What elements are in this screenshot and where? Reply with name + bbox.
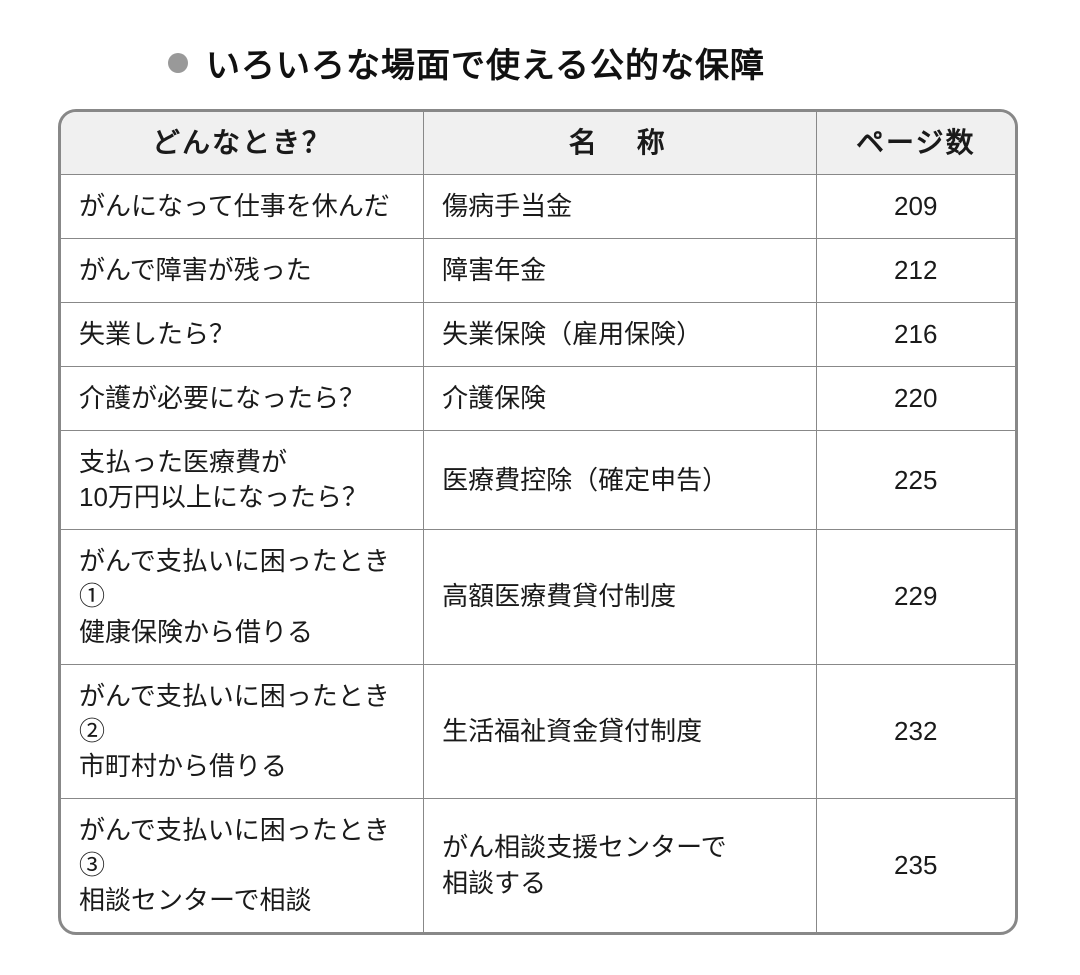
cell-page: 212 [816,238,1015,302]
cell-page: 229 [816,530,1015,664]
table-row: 介護が必要になったら？介護保険220 [61,367,1015,431]
table-row: がんで障害が残った障害年金212 [61,238,1015,302]
table-row: がんになって仕事を休んだ傷病手当金209 [61,174,1015,238]
cell-page: 225 [816,431,1015,530]
cell-name: 生活福祉資金貸付制度 [424,664,816,798]
table-header-row: どんなとき？ 名 称 ページ数 [61,112,1015,174]
cell-when: がんになって仕事を休んだ [61,174,424,238]
cell-when: がんで支払いに困ったとき②市町村から借りる [61,664,424,798]
cell-name: 高額医療費貸付制度 [424,530,816,664]
cell-when: がんで支払いに困ったとき①健康保険から借りる [61,530,424,664]
table-row: がんで支払いに困ったとき③相談センターで相談がん相談支援センターで相談する235 [61,798,1015,932]
col-header-page: ページ数 [816,112,1015,174]
cell-when: 失業したら？ [61,302,424,366]
table-row: 失業したら？失業保険（雇用保険）216 [61,302,1015,366]
heading-text: いろいろな場面で使える公的な保障 [206,38,765,87]
cell-page: 235 [816,798,1015,932]
cell-name: 失業保険（雇用保険） [424,302,816,366]
cell-page: 209 [816,174,1015,238]
cell-when: がんで支払いに困ったとき③相談センターで相談 [61,798,424,932]
section-heading: いろいろな場面で使える公的な保障 [168,38,1022,87]
cell-name: 医療費控除（確定申告） [424,431,816,530]
cell-when: 支払った医療費が10万円以上になったら？ [61,431,424,530]
col-header-when: どんなとき？ [61,112,424,174]
cell-name: 介護保険 [424,367,816,431]
table-row: がんで支払いに困ったとき①健康保険から借りる高額医療費貸付制度229 [61,530,1015,664]
cell-when: 介護が必要になったら？ [61,367,424,431]
cell-page: 232 [816,664,1015,798]
table-row: がんで支払いに困ったとき②市町村から借りる生活福祉資金貸付制度232 [61,664,1015,798]
cell-when: がんで障害が残った [61,238,424,302]
cell-name: 傷病手当金 [424,174,816,238]
table-body: がんになって仕事を休んだ傷病手当金209がんで障害が残った障害年金212失業した… [61,174,1015,932]
col-header-name: 名 称 [424,112,816,174]
cell-page: 216 [816,302,1015,366]
cell-page: 220 [816,367,1015,431]
page-root: いろいろな場面で使える公的な保障 どんなとき？ 名 称 ページ数 がんになって仕… [0,0,1080,975]
bullet-icon [168,53,188,73]
guarantee-table: どんなとき？ 名 称 ページ数 がんになって仕事を休んだ傷病手当金209がんで障… [61,112,1015,932]
cell-name: がん相談支援センターで相談する [424,798,816,932]
cell-name: 障害年金 [424,238,816,302]
guarantee-table-wrap: どんなとき？ 名 称 ページ数 がんになって仕事を休んだ傷病手当金209がんで障… [58,109,1018,935]
table-row: 支払った医療費が10万円以上になったら？医療費控除（確定申告）225 [61,431,1015,530]
